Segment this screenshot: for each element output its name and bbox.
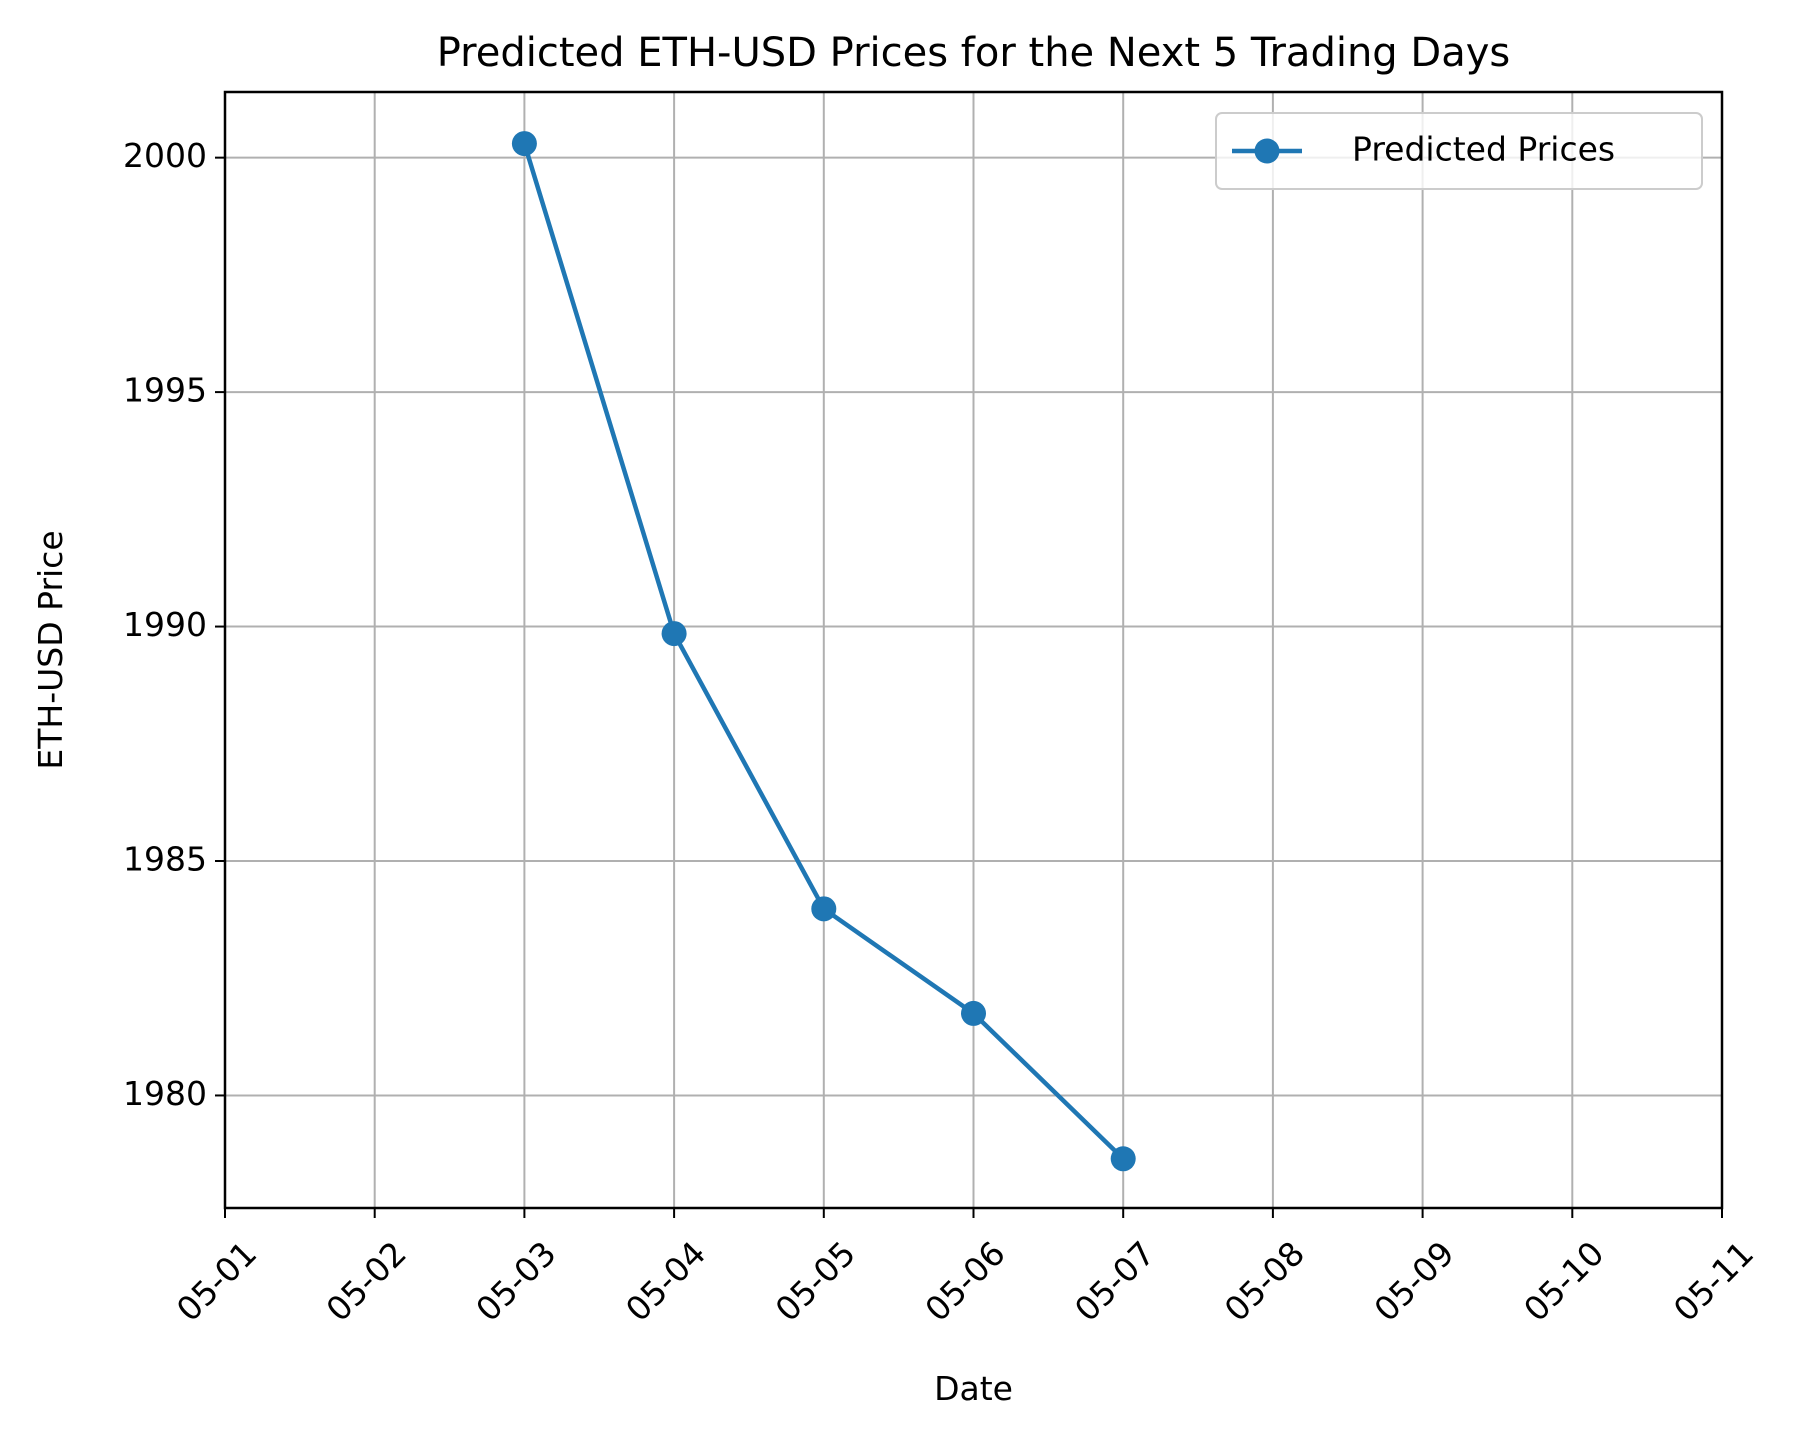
y-tick-label: 2000	[123, 136, 207, 175]
y-tick-label: 1995	[123, 371, 207, 410]
data-point	[811, 896, 837, 922]
data-point	[511, 131, 537, 157]
y-tick-label: 1980	[123, 1074, 207, 1113]
y-axis-label: ETH-USD Price	[31, 530, 70, 769]
y-tick-label: 1985	[123, 840, 207, 879]
legend: Predicted Prices	[1215, 112, 1703, 190]
y-tick-label: 1990	[123, 605, 207, 644]
data-point	[961, 1000, 986, 1026]
data-point	[661, 621, 687, 647]
chart-title: Predicted ETH-USD Prices for the Next 5 …	[437, 30, 1510, 76]
legend-box	[1215, 112, 1703, 190]
x-axis-label: Date	[934, 1369, 1013, 1408]
data-point	[1110, 1146, 1136, 1172]
legend-marker	[1254, 138, 1280, 164]
series-layer	[511, 131, 1136, 1172]
legend-label: Predicted Prices	[1352, 130, 1615, 169]
plot-frame	[223, 90, 1724, 1210]
